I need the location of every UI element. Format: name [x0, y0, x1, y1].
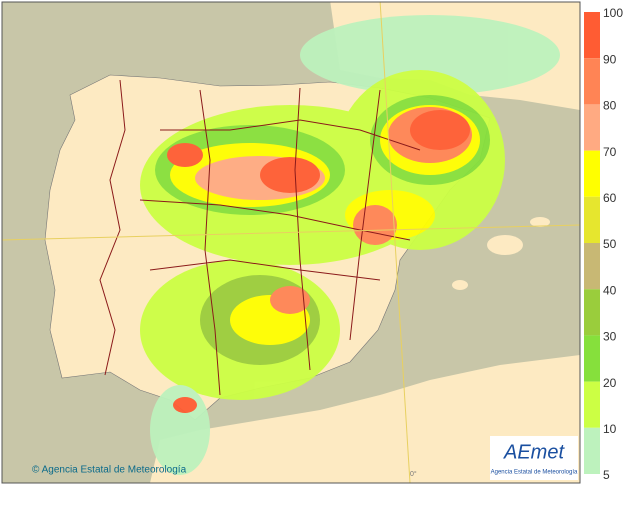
legend-tick-label: 30: [603, 330, 617, 344]
legend-swatch: [584, 335, 600, 382]
legend: 100 90 80 70 60 50 40 30 20 10 5: [584, 6, 623, 482]
precip-field: [140, 15, 560, 475]
island: [530, 217, 550, 227]
legend-swatch: [584, 12, 600, 59]
legend-swatch: [584, 104, 600, 151]
island: [452, 280, 468, 290]
legend-tick-label: 100: [603, 6, 623, 20]
meridian-label: 0°: [410, 470, 417, 478]
legend-tick-label: 70: [603, 145, 617, 159]
legend-swatch: [584, 150, 600, 197]
legend-swatch: [584, 427, 600, 474]
legend-swatch: [584, 381, 600, 428]
legend-tick-label: 90: [603, 52, 617, 66]
legend-tick-label: 20: [603, 376, 617, 390]
legend-swatch: [584, 58, 600, 105]
legend-tick-label: 50: [603, 237, 617, 251]
legend-swatch: [584, 196, 600, 243]
island: [487, 235, 523, 255]
borders: [99, 79, 421, 396]
legend-tick-label: 80: [603, 99, 617, 113]
map-frame: [1, 1, 581, 484]
legend-tick-label: 40: [603, 283, 617, 297]
legend-tick-label: 5: [603, 468, 610, 482]
legend-swatch: [584, 243, 600, 290]
logo-subtitle: Agencia Estatal de Meteorología: [491, 470, 578, 476]
copyright: © Agencia Estatal de Meteorología: [32, 465, 187, 476]
graticule: [2, 2, 580, 483]
legend-tick-label: 60: [603, 191, 617, 205]
logo-box: [490, 436, 578, 480]
logo-brand: AEmet: [503, 441, 565, 463]
map-area: 0° © Agencia Estatal de Meteorología AEm…: [2, 2, 580, 483]
legend-tick-label: 10: [603, 422, 617, 436]
legend-swatch: [584, 289, 600, 336]
africa: [150, 355, 580, 483]
